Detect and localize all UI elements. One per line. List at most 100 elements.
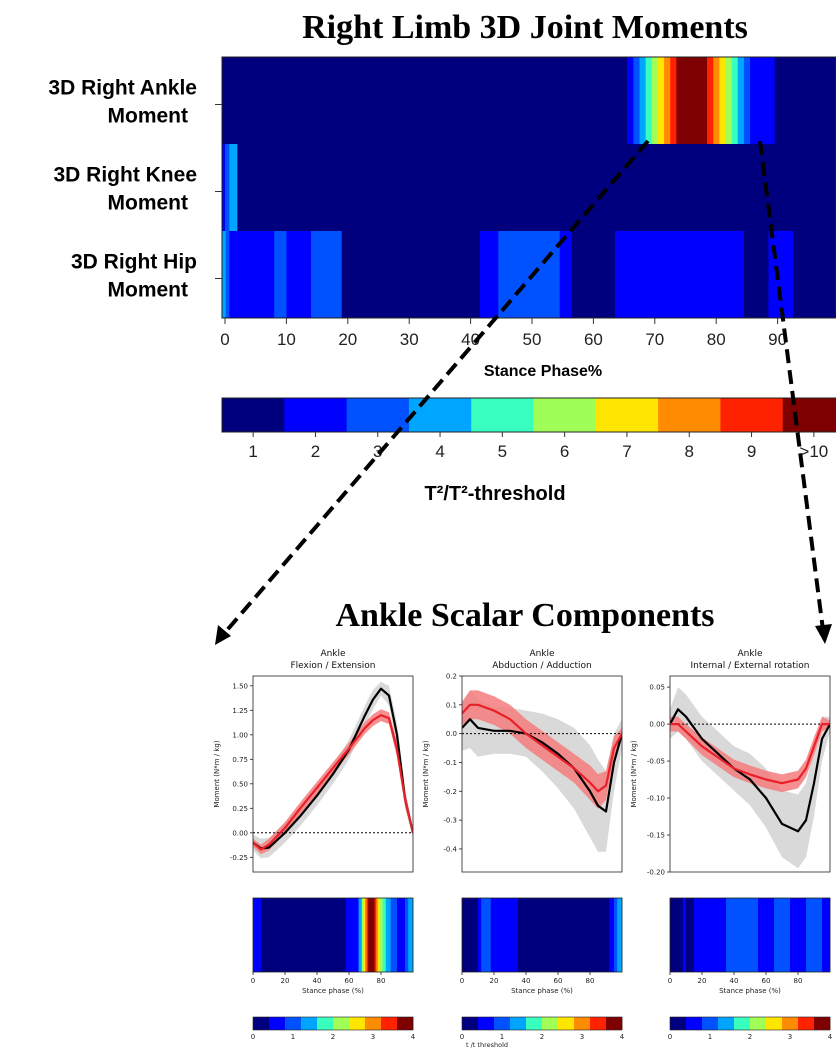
panel-heatmap-cell	[376, 898, 379, 972]
panel-heatmap-cell	[682, 898, 687, 972]
panel-y-tick-label: 0.05	[649, 684, 665, 692]
heatmap-cell	[237, 144, 836, 232]
panel-colorbar-swatch	[702, 1017, 719, 1030]
panel-colorbar-swatch	[365, 1017, 382, 1030]
panel-colorbar-tick-label: 4	[828, 1033, 833, 1041]
panel-colorbar-swatch	[814, 1017, 831, 1030]
heatmap-cell	[768, 231, 794, 319]
panel-colorbar-tick-label: 4	[411, 1033, 416, 1041]
heatmap-cell	[229, 144, 238, 232]
panel-colorbar-tick-label: 0	[460, 1033, 464, 1041]
panel-heatmap-x-tick-label: 0	[251, 977, 255, 985]
heatmap-cell	[707, 57, 714, 145]
panel-heatmap-x-tick-label: 60	[345, 977, 354, 985]
heatmap-cell	[750, 57, 775, 145]
panel-heatmap-cell	[774, 898, 791, 972]
heatmap-cell	[639, 57, 647, 145]
colorbar-tick-label: 9	[747, 442, 756, 461]
panel-colorbar-tick-label: 3	[580, 1033, 584, 1041]
panel-heatmap-x-tick-label: 40	[313, 977, 322, 985]
panel-y-tick-label: 1.00	[232, 731, 248, 739]
panel-y-tick-label: 0.1	[446, 701, 457, 709]
heatmap-x-tick-label: 70	[645, 330, 664, 349]
panel-y-tick-label: 1.25	[232, 707, 248, 715]
panel-colorbar-swatch	[574, 1017, 591, 1030]
panel-colorbar-swatch	[478, 1017, 495, 1030]
panel-colorbar-tick-label: 2	[748, 1033, 752, 1041]
panel-heatmap-cell	[363, 898, 366, 972]
colorbar-tick-label: 7	[622, 442, 631, 461]
panel-y-tick-label: -0.10	[647, 795, 665, 803]
panel-heatmap-cell	[397, 898, 406, 972]
heatmap-x-tick-label: 40	[461, 330, 480, 349]
panel-colorbar-swatch	[349, 1017, 366, 1030]
panel-colorbar-label: t /t threshold	[466, 1041, 508, 1049]
panel-heatmap-cell	[614, 898, 618, 972]
panel-heatmap-cell	[806, 898, 823, 972]
heatmap-cell	[286, 231, 312, 319]
panel-colorbar-swatch	[782, 1017, 799, 1030]
panel-heatmap-frame	[461, 897, 623, 973]
colorbar-tick-label: 5	[498, 442, 507, 461]
panel-colorbar-frame	[461, 1016, 623, 1031]
panel-heatmap-cell	[385, 898, 391, 972]
heatmap-x-tick-label: 30	[400, 330, 419, 349]
heatmap-cell	[664, 57, 671, 145]
panel-heatmap-x-tick-label: 20	[490, 977, 499, 985]
main-heatmap-row-labels: 3D Right Ankle Moment 3D Right Knee Moment 3…	[48, 77, 222, 302]
panel-colorbar-swatch	[510, 1017, 527, 1030]
panel-colorbar-swatch	[590, 1017, 607, 1030]
panel-title-line1: Ankle	[529, 649, 555, 659]
colorbar-swatch	[346, 398, 410, 432]
panel-heatmap-cell	[358, 898, 363, 972]
panel-colorbar-tick-label: 3	[788, 1033, 792, 1041]
panel-heatmap-cell	[365, 898, 367, 972]
panel-colorbar-tick-label: 0	[668, 1033, 672, 1041]
panel-colorbar-swatch	[333, 1017, 350, 1030]
panel-heatmap-x-tick-label: 80	[377, 977, 386, 985]
panel-heatmap-frame	[252, 897, 414, 973]
panel-colorbar-swatch	[285, 1017, 302, 1030]
panel-y-tick-label: -0.20	[647, 869, 665, 877]
panel-frame	[461, 675, 623, 873]
heatmap-cell	[614, 231, 745, 319]
heatmap-row-label: Moment	[108, 192, 189, 215]
colorbar-tick-label: 1	[248, 442, 257, 461]
panel-heatmap-cell	[390, 898, 398, 972]
heatmap-frame	[221, 56, 836, 319]
panel-heatmap-cell	[790, 898, 807, 972]
heatmap-cell	[222, 57, 628, 145]
panel-heatmap-x-tick-label: 40	[730, 977, 739, 985]
heatmap-cell	[737, 57, 745, 145]
panel-colorbar-swatch	[686, 1017, 703, 1030]
panel-colorbar-tick-label: 4	[620, 1033, 625, 1041]
panel-heatmap-cell	[366, 898, 369, 972]
panel-heatmap-x-tick-label: 0	[460, 977, 464, 985]
panel-y-tick-label: 0.00	[649, 721, 665, 729]
panel-heatmap-cell	[686, 898, 695, 972]
panel-heatmap-x-label: Stance phase (%)	[511, 987, 573, 995]
colorbar-swatch	[471, 398, 534, 432]
panel-plot-area	[253, 681, 413, 859]
panel-colorbar-tick-label: 1	[291, 1033, 295, 1041]
main-heatmap-x-axis: 0 10 20 30 40 50 60 70 80 90	[220, 318, 787, 349]
panel-heatmap-x-tick-label: 20	[281, 977, 290, 985]
panel-y-tick-label: -0.25	[230, 854, 248, 862]
panel-heatmap-cell	[609, 898, 615, 972]
panel-colorbar-swatch	[397, 1017, 414, 1030]
heatmap-cell	[793, 231, 836, 319]
colorbar-tick-label: >10	[799, 442, 828, 461]
colorbar-swatch	[595, 398, 659, 432]
panel-heatmap-cell	[377, 898, 380, 972]
panel-heatmap-cell	[345, 898, 359, 972]
heatmap-cell	[341, 231, 481, 319]
panel-heatmap-x-tick-label: 40	[522, 977, 531, 985]
colorbar-swatch	[658, 398, 721, 432]
panel-y-tick-label: 1.50	[232, 682, 248, 690]
heatmap-cell	[311, 231, 343, 319]
left-arrow-head	[215, 625, 231, 645]
panel-y-label: Moment (N*m / kg)	[422, 740, 430, 807]
panel-colorbar-swatch	[253, 1017, 270, 1030]
zoom-arrows	[215, 139, 832, 645]
panel-heatmap-x-tick-label: 80	[586, 977, 595, 985]
